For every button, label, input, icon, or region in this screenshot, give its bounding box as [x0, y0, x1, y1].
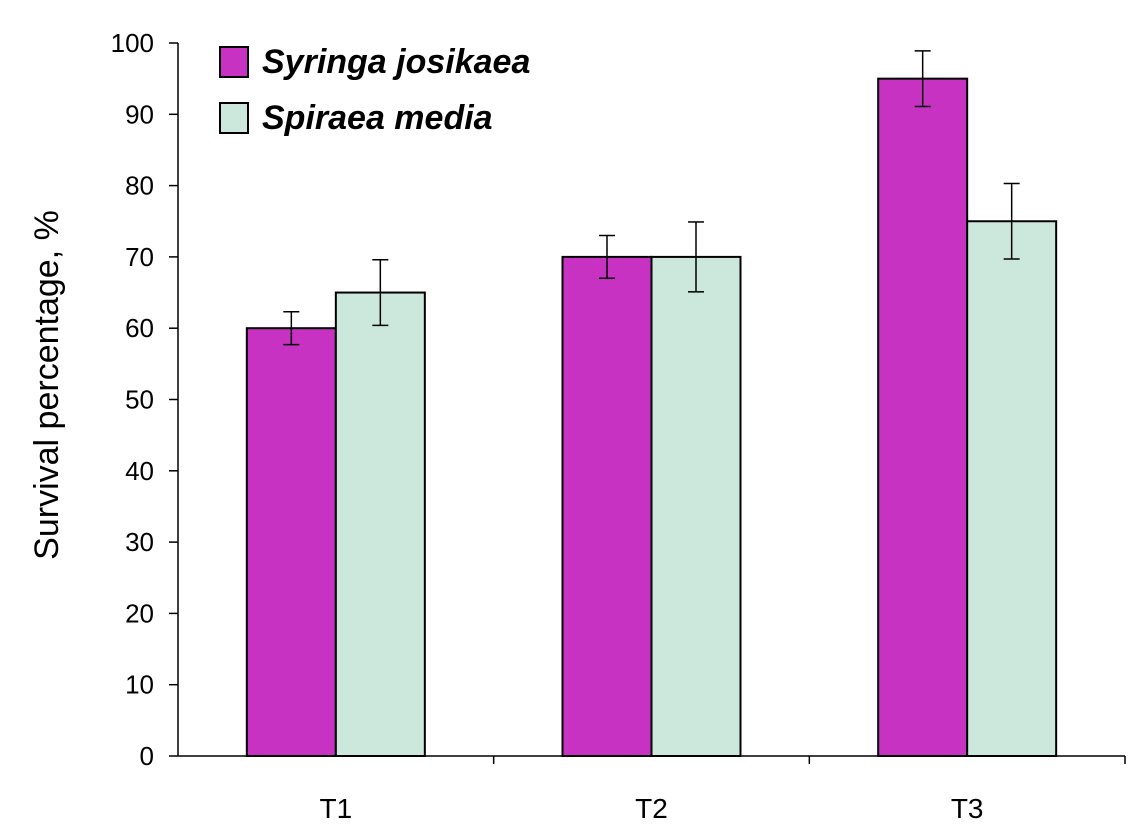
legend-label: Spiraea media [262, 99, 493, 137]
bar-t3-series-2 [966, 220, 1058, 757]
bars-group [245, 77, 1058, 757]
bar-t3-series-1 [877, 77, 969, 757]
x-tick-label-t3: T3 [951, 793, 984, 824]
bar-t2-series-2 [650, 255, 742, 757]
legend-swatch [219, 102, 249, 134]
y-tick-label-50: 50 [125, 385, 154, 415]
y-tick-label-0: 0 [140, 741, 154, 771]
y-tick-label-80: 80 [125, 171, 154, 201]
x-ticks-group: T1 T2 T3 [319, 793, 983, 824]
y-ticks-group: 0 10 20 30 40 50 60 70 80 90 100 [111, 28, 178, 771]
y-tick-label-70: 70 [125, 242, 154, 272]
x-tick-label-t1: T1 [319, 793, 352, 824]
error-bars-group [283, 50, 1020, 346]
x-tick-label-t2: T2 [635, 793, 668, 824]
legend-label: Syringa josikaea [262, 43, 530, 81]
y-tick-label-30: 30 [125, 527, 154, 557]
legend-item-1: Syringa josikaea [219, 43, 530, 81]
y-tick-label-60: 60 [125, 313, 154, 343]
y-tick-label-90: 90 [125, 99, 154, 129]
error-bar-t1-series-2 [372, 259, 389, 327]
error-bar-t3-series-2 [1003, 182, 1020, 260]
legend: Syringa josikaea Spiraea media [219, 43, 530, 137]
y-tick-label-40: 40 [125, 456, 154, 486]
error-bar-t2-series-2 [688, 221, 704, 293]
error-bar-t2-series-1 [599, 234, 615, 280]
y-tick-label-20: 20 [125, 598, 154, 628]
legend-swatch [219, 46, 249, 78]
y-tick-label-100: 100 [111, 28, 154, 58]
bar-t2-series-1 [561, 255, 653, 757]
legend-item-2: Spiraea media [219, 99, 493, 137]
bar-t1-series-2 [334, 291, 426, 757]
error-bar-t3-series-1 [914, 50, 931, 108]
y-tick-label-10: 10 [125, 670, 154, 700]
error-bar-t1-series-1 [283, 311, 300, 346]
bar-t1-series-1 [245, 327, 337, 757]
y-axis-title: Survival percentage, % [28, 210, 66, 560]
y-axis-title-group: Survival percentage, % [28, 210, 66, 560]
